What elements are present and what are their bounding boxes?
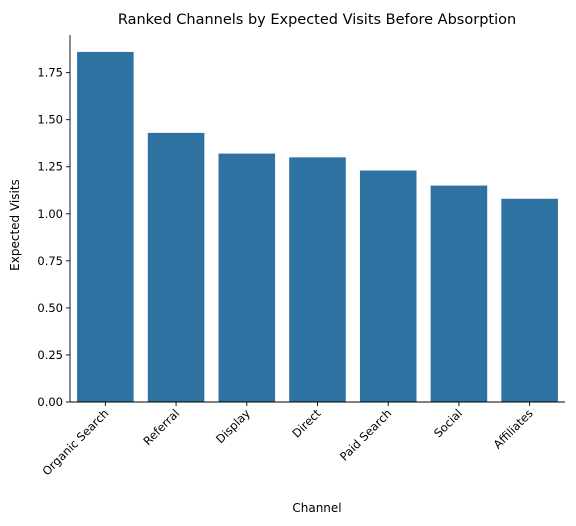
x-tick-label: Paid Search xyxy=(337,406,394,463)
y-tick-label: 1.50 xyxy=(37,113,63,127)
y-tick-label: 0.75 xyxy=(37,254,63,268)
y-tick-label: 0.25 xyxy=(37,348,63,362)
x-tick-label: Direct xyxy=(289,406,324,441)
y-tick-label: 0.00 xyxy=(37,395,63,409)
bar-referral xyxy=(147,132,205,402)
x-tick-label: Referral xyxy=(140,406,182,448)
x-tick-label: Social xyxy=(431,406,465,440)
y-tick-label: 1.75 xyxy=(37,66,63,80)
x-tick-label: Affiliates xyxy=(491,406,536,451)
x-tick-label: Organic Search xyxy=(39,406,111,478)
bar-display xyxy=(218,153,276,402)
chart-title: Ranked Channels by Expected Visits Befor… xyxy=(118,12,516,28)
bar-direct xyxy=(289,157,346,402)
bars-group xyxy=(77,51,558,402)
y-tick-label: 1.25 xyxy=(37,160,63,174)
y-tick-label: 1.00 xyxy=(37,207,63,221)
x-tick-label: Display xyxy=(213,406,253,446)
bar-paid-search xyxy=(359,170,417,402)
y-axis-label: Expected Visits xyxy=(8,179,22,271)
bar-social xyxy=(430,185,488,402)
y-axis: 0.00 0.25 0.50 0.75 1.00 1.25 1.50 1.75 xyxy=(37,35,71,409)
x-axis-label: Channel xyxy=(292,501,341,515)
bar-affiliates xyxy=(501,198,558,402)
bar-organic-search xyxy=(77,51,134,402)
y-tick-label: 0.50 xyxy=(37,301,63,315)
x-axis: Organic Search Referral Display Direct Paid … xyxy=(39,401,565,478)
